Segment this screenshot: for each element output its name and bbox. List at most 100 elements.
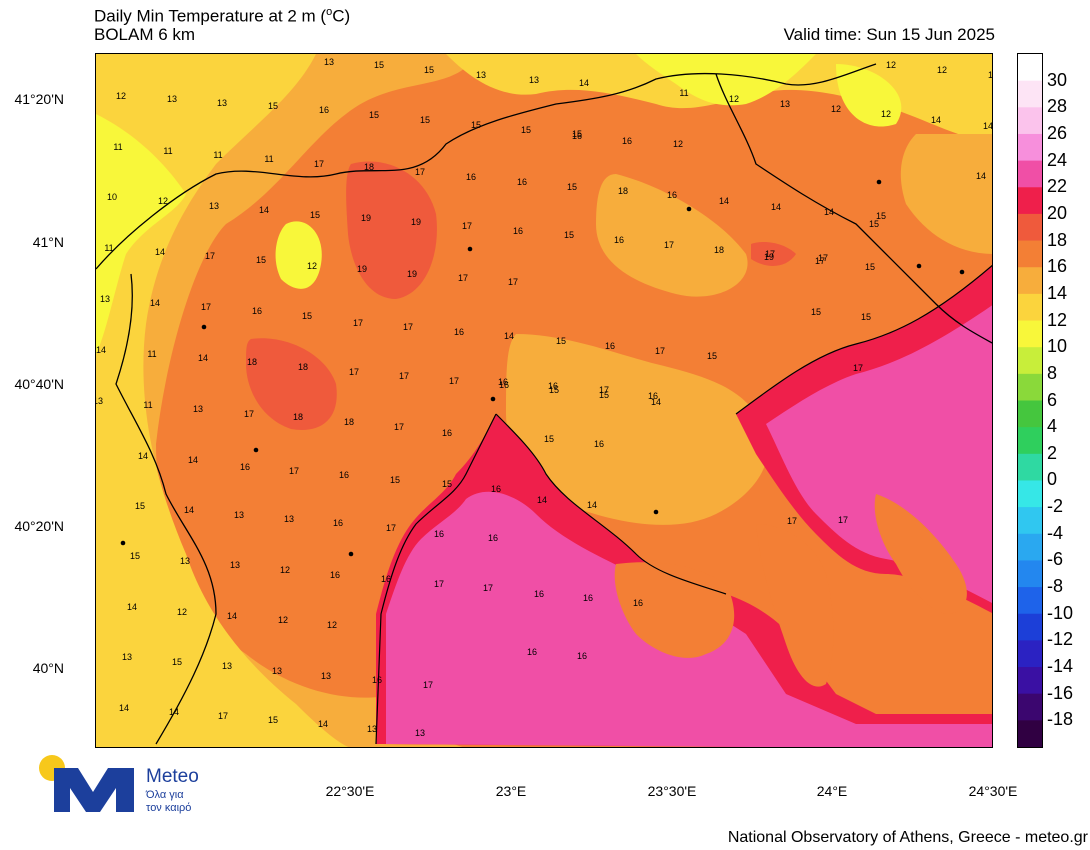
colorbar-swatch [1018, 640, 1042, 668]
temperature-value-label: 16 [534, 589, 544, 599]
temperature-value-label: 19 [764, 252, 774, 262]
temperature-value-label: 16 [614, 235, 624, 245]
temperature-value-label: 17 [458, 273, 468, 283]
temperature-value-label: 14 [150, 298, 160, 308]
temperature-value-label: 18 [293, 412, 303, 422]
temperature-value-label: 17 [218, 711, 228, 721]
colorbar-label: -2 [1047, 496, 1064, 517]
temperature-value-label: 18 [298, 362, 308, 372]
temperature-value-label: 16 [454, 327, 464, 337]
temperature-value-label: 14 [138, 451, 148, 461]
temperature-value-label: 16 [548, 381, 558, 391]
temperature-value-label: 15 [424, 65, 434, 75]
temperature-value-label: 15 [268, 715, 278, 725]
colorbar [1017, 53, 1043, 748]
temperature-value-label: 15 [521, 125, 531, 135]
temperature-value-label: 13 [167, 94, 177, 104]
temperature-value-label: 18 [618, 186, 628, 196]
temperature-value-label: 17 [655, 346, 665, 356]
colorbar-swatch [1018, 213, 1042, 242]
colorbar-swatch [1018, 533, 1042, 561]
temperature-value-label: 17 [399, 371, 409, 381]
temperature-value-label: 12 [278, 615, 288, 625]
colorbar-label: 22 [1047, 176, 1068, 197]
temperature-value-label: 17 [483, 583, 493, 593]
temperature-value-label: 17 [508, 277, 518, 287]
colorbar-label: -16 [1047, 682, 1074, 703]
lat-label-40-20: 40°20'N [14, 518, 64, 534]
temperature-value-label: 13 [180, 556, 190, 566]
temperature-value-label: 13 [415, 728, 425, 738]
lon-label-22-30: 22°30'E [325, 783, 375, 799]
temperature-value-label: 14 [587, 500, 597, 510]
temperature-value-label: 16 [466, 172, 476, 182]
temperature-value-label: 17 [244, 409, 254, 419]
temperature-value-label: 11 [147, 349, 156, 359]
colorbar-label: 10 [1047, 336, 1068, 357]
lon-label-24-30: 24°30'E [968, 783, 1018, 799]
temperature-value-labels: 1315151313141212121213131516151515151511… [96, 57, 993, 738]
colorbar-label: -8 [1047, 576, 1064, 597]
temperature-value-label: 16 [667, 190, 677, 200]
temperature-value-label: 16 [513, 226, 523, 236]
temperature-value-label: 12 [116, 91, 126, 101]
colorbar-label: 6 [1047, 389, 1058, 410]
lat-label-41-20: 41°20'N [14, 91, 64, 107]
temperature-value-label: 13 [476, 70, 486, 80]
temperature-value-label: 12 [177, 607, 187, 617]
temperature-value-label: 15 [549, 385, 559, 395]
temperature-value-label: 13 [222, 661, 232, 671]
colorbar-label: 8 [1047, 362, 1058, 383]
temperature-value-label: 16 [372, 675, 382, 685]
temperature-value-label: 11 [264, 154, 273, 164]
colorbar-swatch [1018, 453, 1042, 481]
temperature-value-label: 15 [420, 115, 430, 125]
temperature-value-label: 17 [415, 167, 425, 177]
temperature-value-label: 17 [818, 253, 828, 263]
temperature-value-label: 16 [648, 391, 658, 401]
temperature-value-label: 13 [96, 396, 103, 406]
temperature-value-label: 15 [811, 307, 821, 317]
colorbar-swatch [1018, 133, 1042, 162]
colorbar-swatch [1018, 560, 1042, 588]
colorbar-label: -10 [1047, 602, 1074, 623]
colorbar-swatch [1018, 54, 1042, 82]
colorbar-swatch [1018, 587, 1042, 615]
temperature-value-label: 14 [976, 171, 986, 181]
temperature-value-label: 14 [227, 611, 237, 621]
colorbar-label: 18 [1047, 229, 1068, 250]
temperature-value-label: 15 [567, 182, 577, 192]
temperature-value-label: 14 [96, 345, 106, 355]
colorbar-swatch [1018, 693, 1042, 721]
temperature-value-label: 17 [599, 385, 609, 395]
temperature-value-label: 17 [403, 322, 413, 332]
temperature-value-label: 12 [988, 70, 993, 80]
colorbar-label: 2 [1047, 442, 1058, 463]
lon-label-24: 24°E [816, 783, 848, 799]
temperature-value-label: 13 [367, 724, 377, 734]
temperature-value-label: 17 [349, 367, 359, 377]
temperature-value-label: 17 [394, 422, 404, 432]
temperature-value-label: 16 [498, 377, 508, 387]
temperature-value-label: 14 [719, 196, 729, 206]
temperature-value-label: 15 [707, 351, 717, 361]
colorbar-label: 0 [1047, 469, 1058, 490]
temperature-value-label: 17 [205, 251, 215, 261]
temperature-value-label: 12 [307, 261, 317, 271]
temperature-value-label: 14 [155, 247, 165, 257]
colorbar-label: 14 [1047, 282, 1068, 303]
colorbar-swatch [1018, 187, 1042, 215]
temperature-value-label: 15 [599, 390, 609, 400]
colorbar-swatch [1018, 160, 1042, 188]
temperature-value-label: 16 [594, 439, 604, 449]
temperature-value-label: 13 [234, 510, 244, 520]
temperature-value-label: 19 [361, 213, 371, 223]
lon-label-23: 23°E [495, 783, 527, 799]
temperature-value-label: 15 [256, 255, 266, 265]
temperature-value-label: 16 [434, 529, 444, 539]
temperature-value-label: 15 [869, 219, 879, 229]
colorbar-swatch [1018, 240, 1042, 268]
temperature-value-label: 15 [130, 551, 140, 561]
temperature-value-label: 17 [838, 515, 848, 525]
footer-credit: National Observatory of Athens, Greece -… [727, 829, 1088, 846]
